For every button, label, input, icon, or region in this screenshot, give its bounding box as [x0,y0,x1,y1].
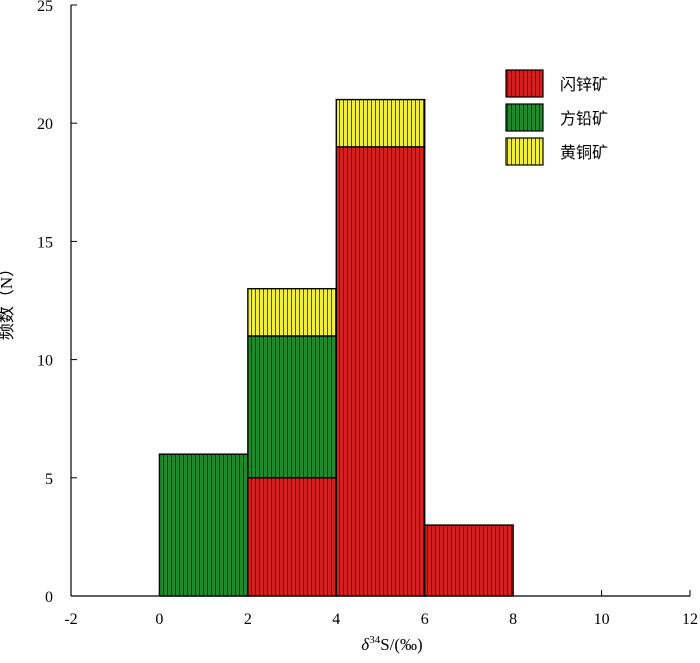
y-tick-label: 5 [45,471,53,488]
bar-黄铜矿-4 [335,98,426,148]
x-tick-label: 10 [594,611,610,628]
x-tick-label: 2 [244,611,252,628]
x-tick-label: 12 [682,611,698,628]
legend-label: 方铅矿 [560,110,608,128]
x-tick-label: 6 [421,611,429,628]
legend-swatch [505,103,544,132]
axes-layer: -2 0 2 4 6 8 10 12 0 5 10 15 20 25 δ34S/(‰) [37,0,698,654]
x-axis-title: δ34S/(‰) [361,634,422,654]
x-tick-label: 0 [155,611,163,628]
bars-layer [158,98,514,597]
x-tick-label: 8 [509,611,517,628]
y-tick-label: 20 [37,116,53,133]
y-tick-label: 25 [37,0,53,15]
legend-label: 黄铜矿 [560,144,608,162]
bar-方铅矿-0 [158,453,249,597]
y-axis-title: 频数（N） [0,260,16,340]
x-tick-label: -2 [64,611,77,628]
bar-闪锌矿-2 [247,477,337,597]
legend-label: 闪锌矿 [560,76,608,94]
y-tick-label: 10 [37,353,53,370]
legend-swatch [505,137,544,166]
bar-闪锌矿-6 [424,524,514,597]
bar-闪锌矿-4 [335,146,426,597]
x-tick-label: 4 [332,611,340,628]
bar-黄铜矿-2 [247,287,337,337]
y-tick-label: 0 [45,589,53,606]
y-tick-label: 15 [37,234,53,251]
legend-swatch [505,69,544,98]
bar-方铅矿-2 [247,335,337,479]
